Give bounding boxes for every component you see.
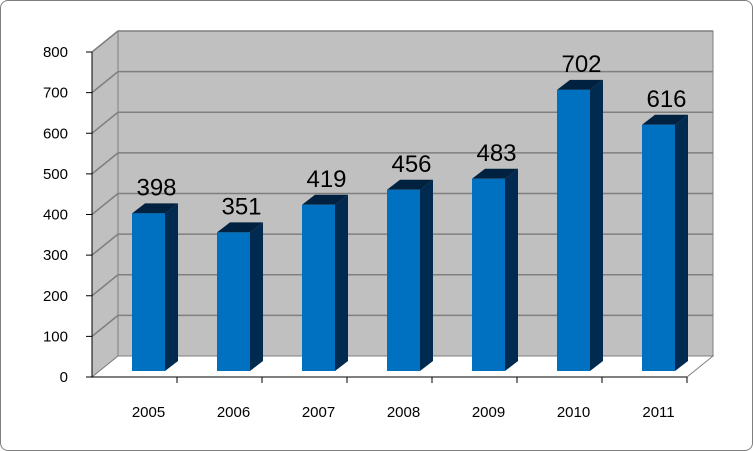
bar-2010: [557, 79, 603, 371]
gridline-side: [91, 274, 119, 297]
y-tick-label: 0: [60, 369, 68, 386]
bar-2008: [387, 179, 433, 371]
x-tick-label: 2011: [642, 404, 674, 421]
bar-front: [217, 232, 250, 371]
bar-side: [335, 194, 348, 371]
bar-top: [132, 203, 178, 214]
bar-side: [165, 203, 178, 371]
y-tick-label: 600: [43, 125, 68, 142]
x-tick-label: 2010: [557, 404, 590, 421]
bar-front: [387, 189, 420, 371]
gridline-side: [91, 111, 119, 134]
bar-2009: [472, 168, 518, 371]
bar-top: [217, 222, 263, 233]
bar-side: [675, 114, 688, 371]
data-label-2005: 398: [136, 174, 176, 201]
x-tick-label: 2007: [302, 404, 335, 421]
bar-2006: [217, 222, 263, 371]
gridline-side: [91, 314, 119, 337]
data-label-2007: 419: [306, 166, 346, 193]
gridline-side: [91, 152, 119, 175]
gridline-side: [91, 71, 119, 94]
bar-front: [472, 178, 505, 371]
y-tick-label: 200: [43, 288, 68, 305]
bar-2007: [302, 194, 348, 371]
data-label-2009: 483: [476, 140, 516, 167]
bar-side: [590, 79, 603, 371]
bar-side: [420, 179, 433, 371]
bar-front: [557, 89, 590, 371]
gridline-side: [91, 30, 119, 53]
y-tick-label: 500: [43, 166, 68, 183]
y-tick-label: 100: [43, 328, 68, 345]
bar-side: [505, 168, 518, 371]
y-tick-label: 700: [43, 85, 68, 102]
data-label-2011: 616: [646, 86, 686, 113]
bar-side: [250, 222, 263, 371]
y-tick-label: 300: [43, 247, 68, 264]
bar-front: [302, 204, 335, 371]
y-tick-label: 400: [43, 207, 68, 224]
bar-front: [642, 124, 675, 371]
bar-top: [472, 168, 518, 179]
data-label-2010: 702: [561, 51, 601, 78]
y-tick-label: 800: [43, 44, 68, 61]
bar-front: [132, 213, 165, 371]
bar-2005: [132, 203, 178, 371]
x-tick-label: 2008: [387, 404, 420, 421]
x-tick-label: 2009: [472, 404, 505, 421]
gridline-side: [91, 192, 119, 216]
gridline-side: [91, 233, 119, 256]
data-label-2008: 456: [391, 151, 431, 178]
bar-top: [387, 179, 433, 190]
x-tick-label: 2006: [217, 404, 250, 421]
bar-2011: [642, 114, 688, 371]
data-label-2006: 351: [221, 193, 261, 220]
x-tick-label: 2005: [132, 404, 165, 421]
bar-top: [302, 194, 348, 205]
bar-top: [642, 114, 688, 125]
bar-top: [557, 79, 603, 90]
